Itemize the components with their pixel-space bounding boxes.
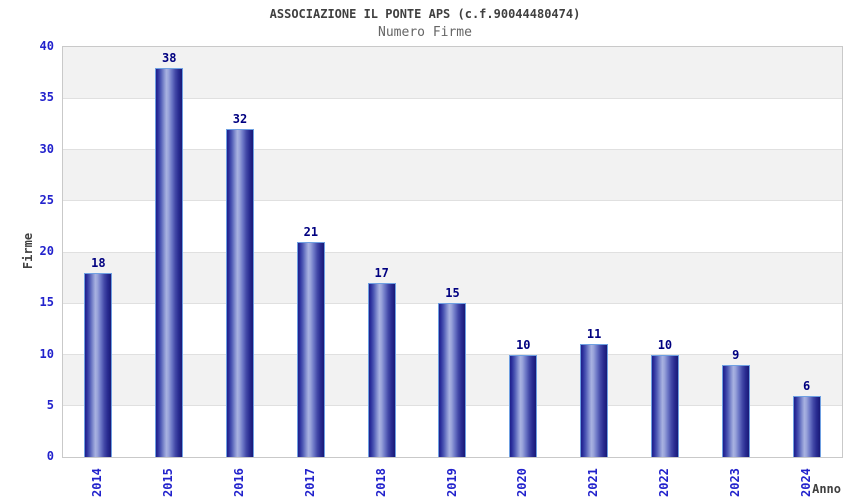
gridline — [63, 97, 842, 99]
chart-title: ASSOCIAZIONE IL PONTE APS (c.f.900444804… — [269, 7, 581, 21]
x-tick-label: 2014 — [90, 468, 105, 497]
x-tick-label: 2024 — [798, 468, 813, 497]
bar — [296, 241, 325, 457]
x-tick-label: 2019 — [444, 468, 459, 497]
x-tick-label: 2021 — [586, 468, 601, 497]
x-tick-label: 2018 — [373, 468, 388, 497]
bar — [84, 272, 113, 457]
bar — [509, 354, 538, 457]
bar-slot: 9 — [700, 47, 771, 457]
bar-value-label: 38 — [161, 50, 177, 65]
grid-band — [63, 252, 842, 304]
bar — [721, 364, 750, 457]
bar — [367, 282, 396, 457]
bar — [650, 354, 679, 457]
bar-value-label: 17 — [374, 265, 389, 280]
x-tick-label: 2016 — [232, 468, 247, 497]
y-tick-label: 40 — [39, 39, 54, 53]
bar-slot: 6 — [771, 47, 842, 457]
bar-slot: 18 — [63, 47, 134, 457]
gridline — [63, 200, 842, 202]
bar-value-label: 10 — [657, 337, 673, 352]
grid-band — [63, 149, 842, 201]
x-tick-label: 2022 — [656, 468, 671, 497]
bar-slot: 38 — [134, 47, 205, 457]
y-tick-label: 5 — [46, 397, 54, 412]
bar — [226, 129, 255, 457]
x-tick-label: 2020 — [515, 468, 530, 497]
gridline — [63, 251, 842, 253]
bar — [438, 303, 467, 457]
bar-slot: 10 — [488, 47, 559, 457]
plot-area: 18 38 32 21 17 15 10 11 10 9 6 — [62, 46, 843, 458]
bar-slot: 21 — [275, 47, 346, 457]
bar-value-label: 15 — [445, 286, 460, 301]
bar-slot: 10 — [630, 47, 701, 457]
bar — [580, 344, 609, 457]
gridline — [63, 149, 842, 150]
bar-value-label: 18 — [91, 255, 106, 270]
bar-slot: 15 — [417, 47, 488, 457]
bar-value-label: 10 — [516, 337, 531, 352]
bar-slot: 17 — [346, 47, 417, 457]
x-axis-title: Anno — [812, 482, 841, 496]
bar — [155, 67, 184, 457]
bar-value-label: 6 — [802, 378, 811, 393]
y-tick-label: 15 — [39, 295, 54, 310]
x-tick-label: 2017 — [302, 468, 317, 497]
bar-value-label: 11 — [586, 327, 602, 342]
x-tick-label: 2023 — [727, 468, 742, 497]
y-tick-label: 10 — [39, 346, 54, 361]
y-tick-label: 25 — [39, 192, 54, 207]
bar-slot: 11 — [559, 47, 630, 457]
y-tick-label: 35 — [39, 90, 54, 105]
bar-value-label: 21 — [303, 224, 319, 239]
chart-subtitle: Numero Firme — [378, 25, 472, 40]
y-tick-label: 20 — [39, 244, 54, 258]
grid-band — [63, 47, 842, 99]
y-tick-label: 0 — [46, 449, 54, 463]
bar — [792, 395, 821, 457]
bar-value-label: 9 — [732, 347, 740, 362]
x-tick-label: 2015 — [161, 468, 176, 497]
bar-slot: 32 — [205, 47, 276, 457]
bar-value-label: 32 — [232, 112, 248, 126]
y-tick-label: 30 — [39, 141, 54, 156]
